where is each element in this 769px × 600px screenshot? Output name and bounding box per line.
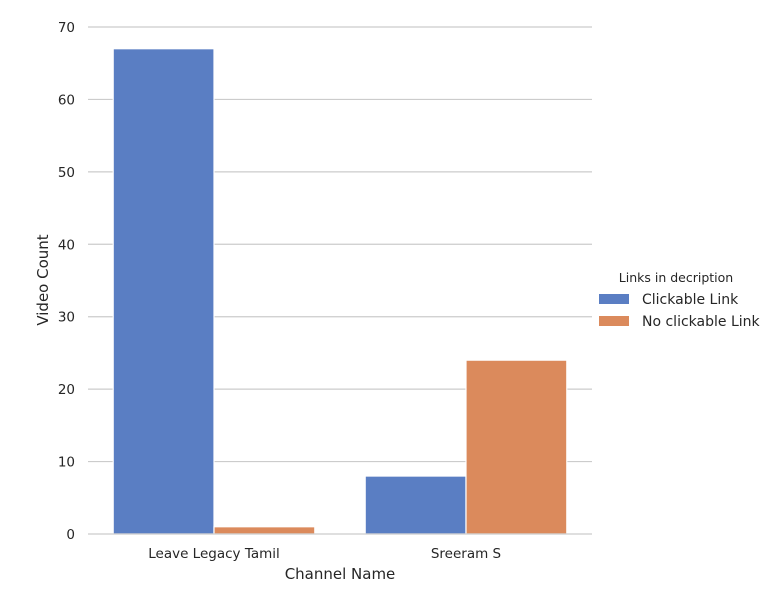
legend-title: Links in decription [619, 270, 733, 285]
y-tick-label: 60 [58, 92, 75, 108]
y-tick-label: 0 [66, 527, 75, 543]
y-tick-label: 40 [58, 237, 75, 253]
legend-swatch [599, 316, 629, 326]
y-tick-label: 20 [58, 382, 75, 398]
legend-label: Clickable Link [642, 292, 739, 308]
bar [213, 526, 316, 535]
y-tick-label: 10 [58, 455, 75, 471]
bar [112, 48, 215, 535]
bar [465, 359, 568, 535]
x-tick-label: Leave Legacy Tamil [148, 546, 280, 562]
bar [364, 475, 467, 535]
x-tick-labels: Leave Legacy Tamil Sreeram S [148, 546, 501, 562]
y-axis-title: Video Count [34, 234, 52, 325]
legend-swatch [599, 294, 629, 304]
x-axis-title: Channel Name [285, 565, 396, 583]
x-tick-label: Sreeram S [431, 546, 501, 562]
y-tick-label: 30 [58, 310, 75, 326]
legend: Links in decription Clickable Link No cli… [599, 270, 761, 330]
y-tick-label: 50 [58, 165, 75, 181]
y-tick-labels: 0 10 20 30 40 50 60 70 [58, 20, 75, 543]
y-tick-label: 70 [58, 20, 75, 36]
legend-label: No clickable Link [642, 314, 761, 330]
